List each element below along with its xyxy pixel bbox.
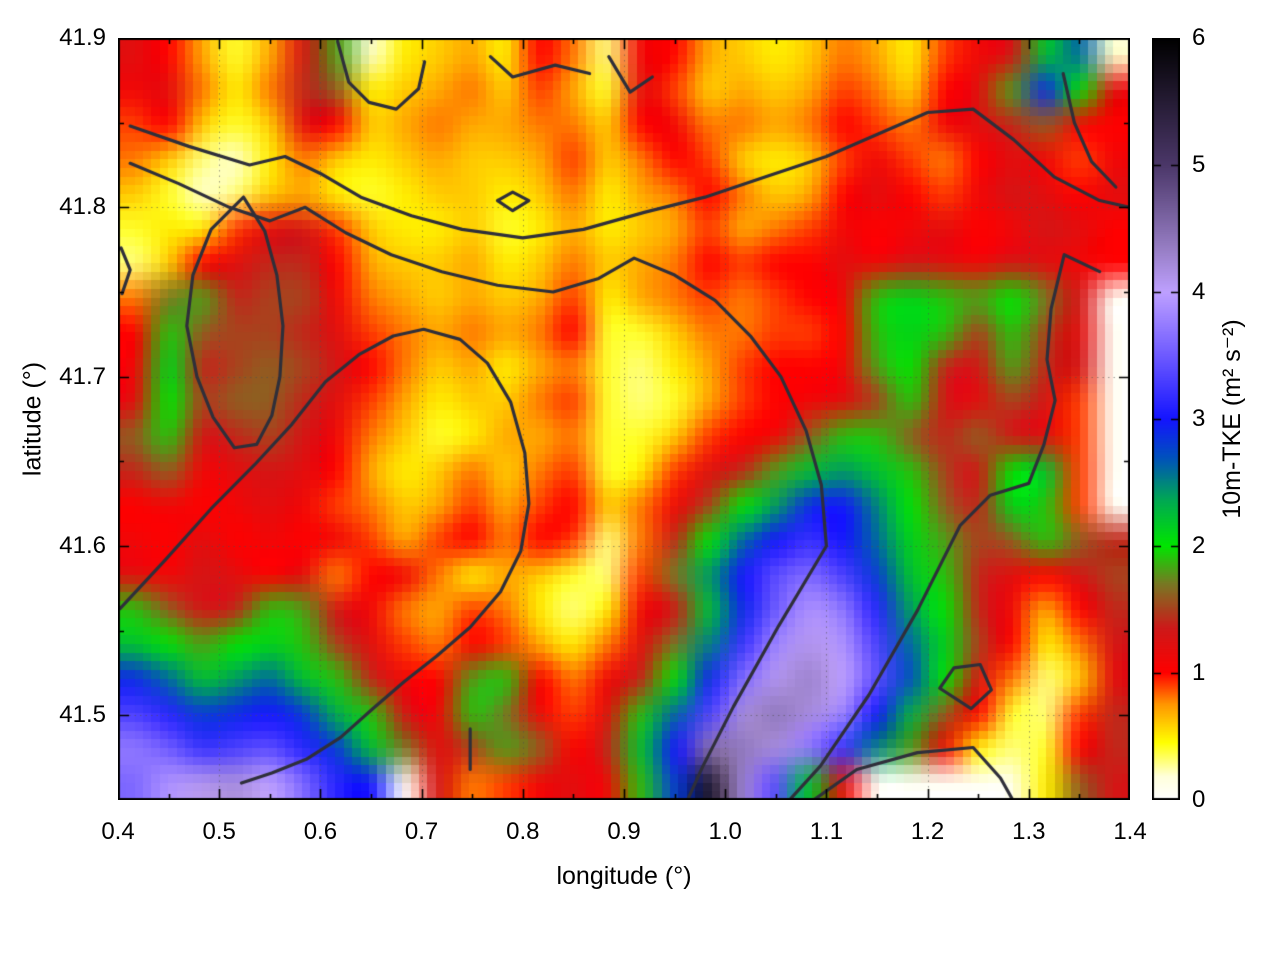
x-tick-label: 1.3 <box>1012 818 1046 845</box>
x-tick-label: 0.9 <box>607 818 641 845</box>
colorbar-tick-label: 4 <box>1192 278 1206 305</box>
y-tick-label: 41.5 <box>59 701 106 729</box>
x-tick-label: 0.6 <box>303 818 338 845</box>
y-tick-label: 41.8 <box>59 193 106 221</box>
colorbar-tick-label: 2 <box>1192 532 1206 559</box>
x-tick-label: 1.1 <box>809 818 844 845</box>
colorbar-tick-label: 1 <box>1192 659 1206 686</box>
x-tick-label: 0.5 <box>202 818 236 845</box>
y-tick-label: 41.6 <box>59 532 106 559</box>
y-tick-label: 41.7 <box>59 362 106 390</box>
x-tick-label: 0.4 <box>101 818 135 845</box>
colorbar-canvas <box>1152 38 1180 800</box>
x-tick-label: 0.7 <box>404 818 439 845</box>
x-axis-label: longitude (°) <box>556 862 692 890</box>
colorbar-tick-label: 6 <box>1192 24 1206 51</box>
colorbar-tick-label: 0 <box>1192 786 1206 813</box>
colorbar-tick-label: 5 <box>1192 151 1206 178</box>
x-tick-label: 1.4 <box>1113 818 1147 845</box>
x-tick-label: 0.8 <box>506 818 540 845</box>
heatmap-canvas <box>118 38 1130 800</box>
colorbar-tick-label: 3 <box>1192 405 1206 432</box>
x-tick-label: 1.2 <box>910 818 945 845</box>
x-tick-label: 1.0 <box>708 818 742 845</box>
y-tick-label: 41.9 <box>59 24 106 51</box>
